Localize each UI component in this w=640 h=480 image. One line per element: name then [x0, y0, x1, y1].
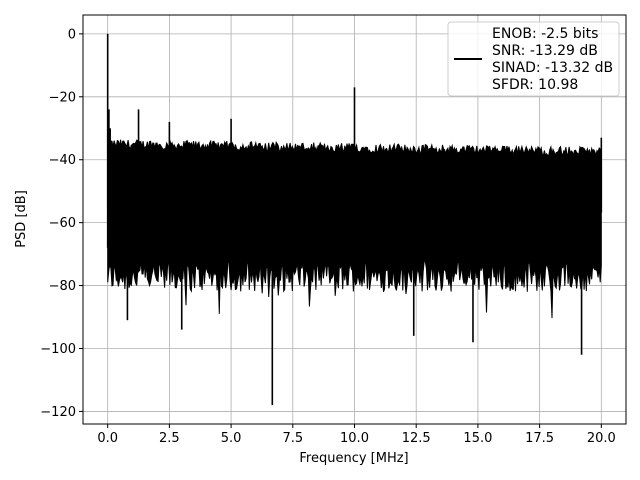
legend-entry-enob: ENOB: -2.5 bits [492, 26, 598, 42]
x-tick-label: 0.0 [97, 431, 118, 446]
x-axis: 0.0 2.5 5.0 7.5 10.0 12.5 15.0 17.5 20.0 [97, 424, 616, 446]
y-tick-label: −20 [49, 90, 76, 105]
spectrum-series [106, 33, 603, 406]
y-tick-label: −80 [49, 279, 76, 294]
x-tick-label: 15.0 [463, 431, 492, 446]
legend: ENOB: -2.5 bits SNR: -13.29 dB SINAD: -1… [447, 21, 620, 97]
x-tick-label: 5.0 [221, 431, 242, 446]
x-tick-label: 17.5 [525, 431, 554, 446]
y-tick-label: −40 [49, 153, 76, 168]
y-tick-label: 0 [68, 27, 76, 42]
legend-entry-sfdr: SFDR: 10.98 [492, 77, 578, 93]
y-axis-label: PSD [dB] [14, 190, 29, 248]
x-tick-label: 12.5 [402, 431, 431, 446]
legend-entry-sinad: SINAD: -13.32 dB [492, 60, 613, 76]
x-axis-label: Frequency [MHz] [299, 451, 408, 466]
y-tick-label: −100 [40, 342, 76, 357]
legend-box [447, 21, 620, 97]
legend-entry-snr: SNR: -13.29 dB [492, 43, 598, 59]
x-tick-label: 2.5 [159, 431, 180, 446]
x-tick-label: 10.0 [340, 431, 369, 446]
y-tick-label: −60 [49, 216, 76, 231]
y-tick-label: −120 [40, 405, 76, 420]
x-tick-label: 20.0 [587, 431, 616, 446]
y-axis: 0 −20 −40 −60 −80 −100 −120 [40, 27, 83, 420]
x-tick-label: 7.5 [282, 431, 303, 446]
